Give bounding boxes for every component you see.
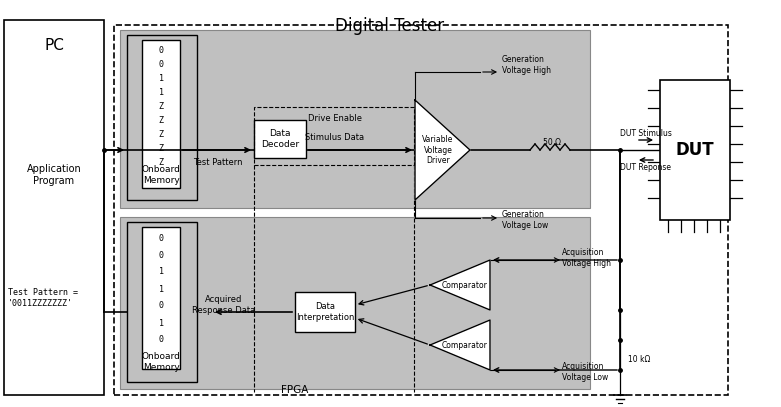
Text: DUT Reponse: DUT Reponse	[620, 162, 672, 171]
Text: 0: 0	[159, 250, 163, 260]
Text: Acquisition
Voltage High: Acquisition Voltage High	[562, 248, 611, 268]
Text: 1: 1	[159, 319, 163, 328]
Bar	[142, 227, 180, 369]
Text: Onboard
Memory: Onboard Memory	[141, 352, 180, 372]
Text: Generation
Voltage Low: Generation Voltage Low	[502, 210, 548, 230]
Text: Comparator: Comparator	[442, 280, 488, 289]
Bar	[4, 20, 104, 395]
Text: 0: 0	[159, 234, 163, 243]
Bar	[254, 107, 414, 165]
Text: 0: 0	[159, 46, 163, 55]
Bar	[127, 35, 197, 200]
Text: DUT Stimulus: DUT Stimulus	[620, 129, 672, 138]
Text: 50 Ω: 50 Ω	[543, 138, 561, 147]
Text: Z: Z	[159, 144, 163, 153]
Text: Z: Z	[159, 129, 163, 138]
Text: 1: 1	[159, 267, 163, 276]
Text: 10 kΩ: 10 kΩ	[628, 355, 651, 365]
Text: Z: Z	[159, 101, 163, 110]
Text: Digital Tester: Digital Tester	[335, 17, 444, 35]
Text: Variable
Voltage
Driver: Variable Voltage Driver	[423, 135, 454, 165]
Text: Generation
Voltage High: Generation Voltage High	[502, 55, 551, 75]
Polygon shape	[430, 320, 490, 370]
Text: Application
Program: Application Program	[27, 164, 81, 186]
Text: Z: Z	[159, 116, 163, 125]
Text: 1: 1	[159, 74, 163, 83]
Text: Acquisition
Voltage Low: Acquisition Voltage Low	[562, 362, 608, 382]
Text: Z: Z	[159, 158, 163, 166]
Text: 1: 1	[159, 284, 163, 293]
Bar	[120, 30, 590, 208]
Bar	[114, 25, 728, 395]
Text: Drive Enable: Drive Enable	[308, 114, 362, 123]
Text: Onboard
Memory: Onboard Memory	[141, 165, 180, 185]
Text: 0: 0	[159, 59, 163, 68]
Bar	[127, 222, 197, 382]
Bar	[295, 292, 355, 332]
Text: FPGA: FPGA	[281, 385, 308, 395]
Bar	[254, 120, 306, 158]
Text: Test Pattern: Test Pattern	[193, 158, 243, 166]
Text: Data
Decoder: Data Decoder	[261, 129, 299, 149]
Text: 0: 0	[159, 335, 163, 344]
Text: Comparator: Comparator	[442, 341, 488, 350]
Text: PC: PC	[44, 38, 64, 53]
Text: 0: 0	[159, 302, 163, 311]
Text: DUT: DUT	[676, 141, 715, 159]
Bar	[120, 217, 590, 389]
Bar	[660, 80, 730, 220]
Text: Stimulus Data: Stimulus Data	[305, 133, 365, 142]
Polygon shape	[430, 260, 490, 310]
Text: Data
Interpretation: Data Interpretation	[296, 302, 355, 322]
Text: 1: 1	[159, 88, 163, 96]
Text: Acquired
Response Data: Acquired Response Data	[192, 295, 255, 315]
Polygon shape	[415, 100, 470, 200]
Text: Test Pattern =
'0011ZZZZZZZ': Test Pattern = '0011ZZZZZZZ'	[8, 288, 78, 308]
Bar	[142, 40, 180, 188]
